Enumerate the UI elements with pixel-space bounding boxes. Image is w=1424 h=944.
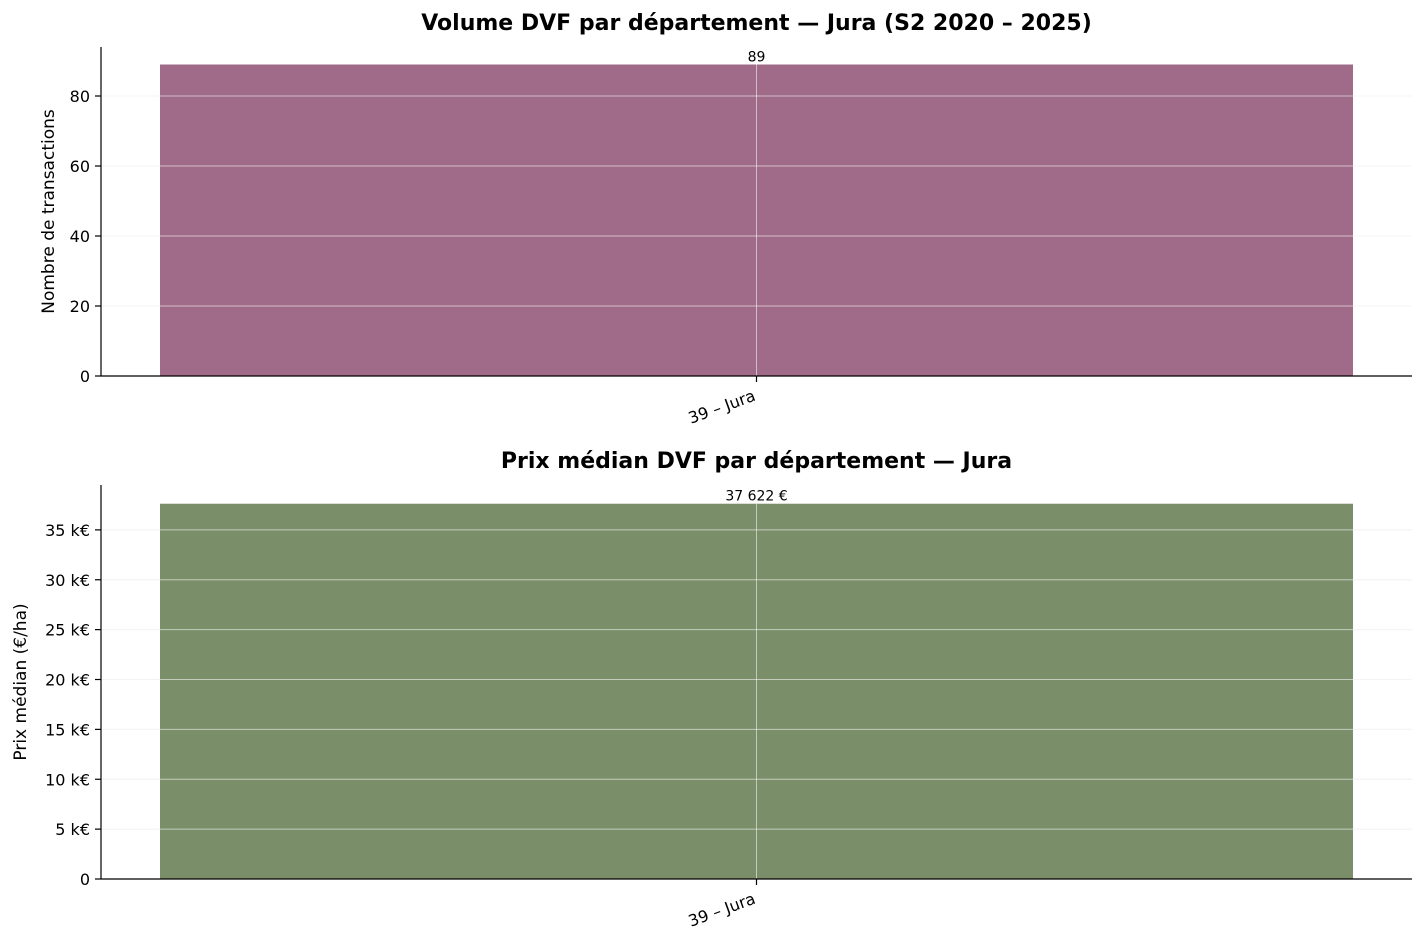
- chart-title: Prix médian DVF par département — Jura: [501, 449, 1012, 474]
- y-tick-label: 0: [80, 367, 90, 386]
- y-axis-label: Nombre de transactions: [39, 109, 59, 314]
- x-tick-label: 39 – Jura: [686, 386, 758, 428]
- y-tick-label: 20: [70, 297, 90, 316]
- x-tick-label: 39 – Jura: [686, 889, 758, 931]
- chart-panel-1: Volume DVF par département — Jura (S2 20…: [39, 11, 1412, 428]
- y-tick-label: 30 k€: [45, 571, 90, 590]
- y-tick-label: 10 k€: [45, 770, 90, 789]
- y-tick-label: 0: [80, 870, 90, 889]
- y-tick-label: 60: [70, 157, 90, 176]
- y-tick-label: 35 k€: [45, 521, 90, 540]
- bar-value-label: 89: [748, 50, 766, 66]
- y-axis-label: Prix médian (€/ha): [11, 603, 31, 760]
- y-tick-label: 40: [70, 227, 90, 246]
- y-tick-label: 20 k€: [45, 671, 90, 690]
- bar-value-label: 37 622 €: [725, 489, 787, 505]
- y-tick-label: 80: [70, 87, 90, 106]
- chart-title: Volume DVF par département — Jura (S2 20…: [421, 11, 1092, 36]
- y-tick-label: 15 k€: [45, 720, 90, 739]
- chart-panel-2: Prix médian DVF par département — Jura 37…: [11, 449, 1412, 931]
- y-tick-label: 25 k€: [45, 621, 90, 640]
- y-tick-label: 5 k€: [55, 820, 90, 839]
